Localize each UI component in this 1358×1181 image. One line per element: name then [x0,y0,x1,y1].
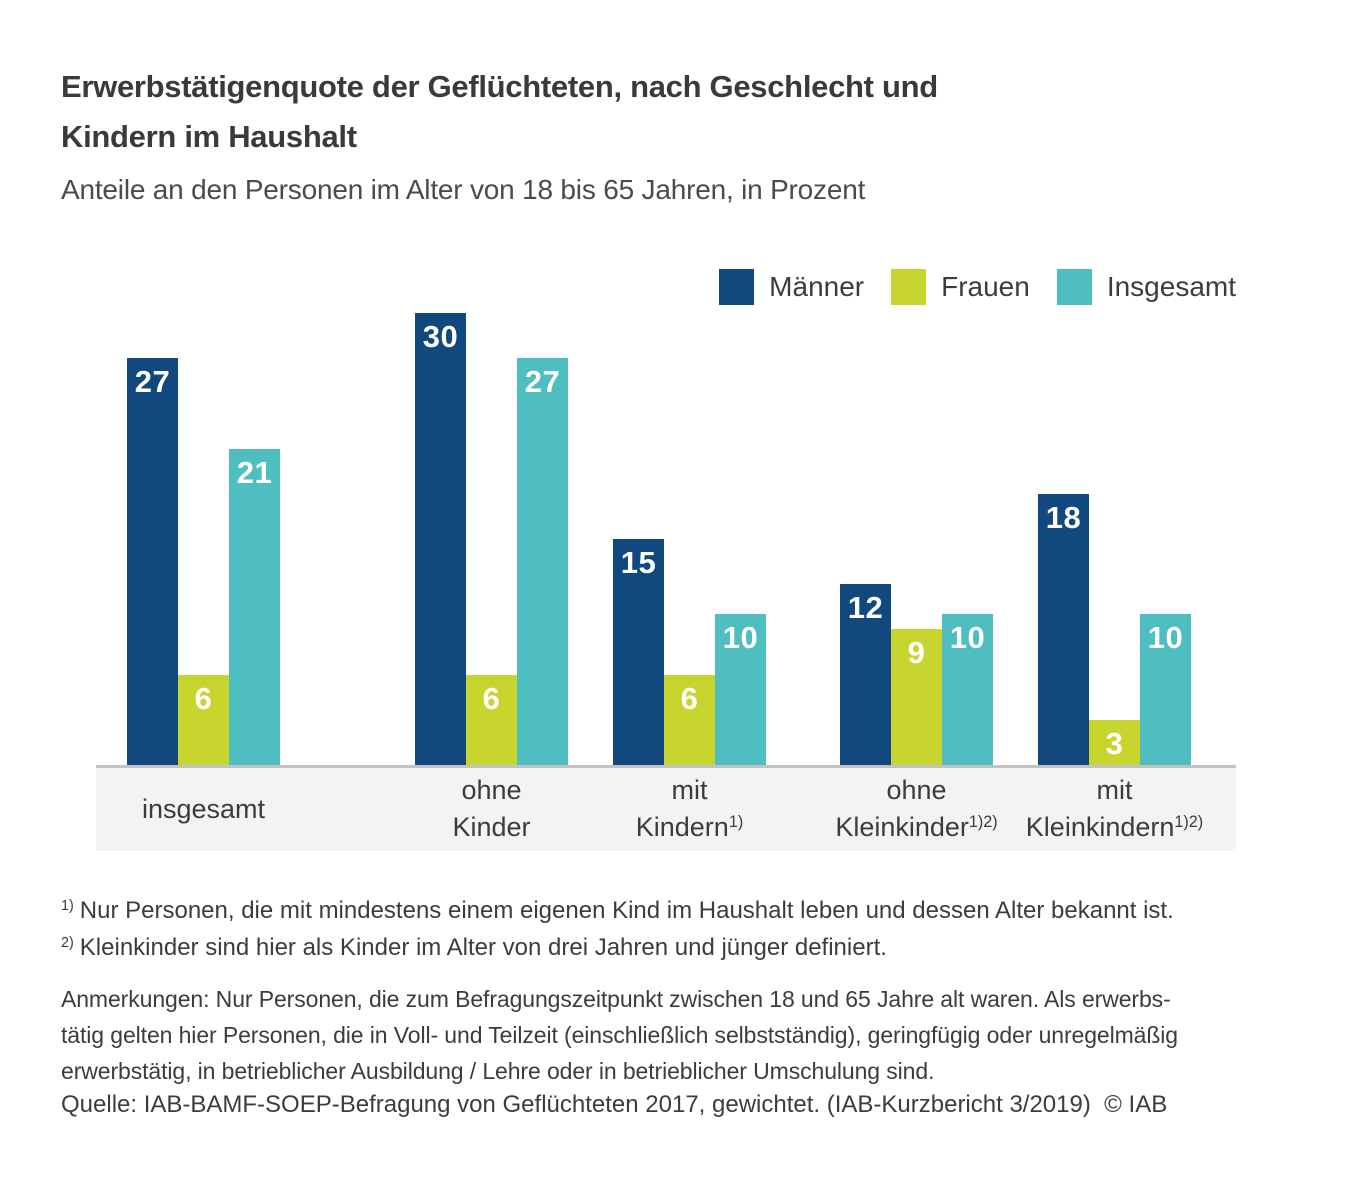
bar-insgesamt-3: 10 [715,614,766,765]
source-text: Quelle: IAB-BAMF-SOEP-Befragung von Gefl… [61,1091,1168,1118]
bar-insgesamt-2: 27 [517,358,568,765]
footnote-2-text: Kleinkinder sind hier als Kinder im Alte… [79,934,887,961]
category-label-4: ohne Kleinkinder1)2) [835,775,998,842]
legend-item-3: Insgesamt [1056,269,1236,305]
bar-frauen-2: 6 [466,675,517,765]
bar-value-label: 12 [847,590,884,625]
legend-item-2: Frauen [891,269,1030,305]
bar-männer-5: 18 [1038,494,1089,765]
chart-title: Erwerbstätigenquote der Geflüchteten, na… [61,69,938,154]
category-label-2: ohne Kinder [452,775,531,842]
legend-swatch [719,269,755,305]
bar-value-label: 10 [722,620,759,655]
bar-männer-3: 15 [613,539,664,765]
legend-item-1: Männer [719,269,864,305]
notes-text: Anmerkungen: Nur Personen, die zum Befra… [61,986,1178,1084]
bar-value-label: 15 [620,545,657,580]
footnote-2-marker: 2) [61,935,74,952]
bar-value-label: 6 [680,681,699,716]
legend: Männer Frauen Insgesamt [719,269,1236,305]
bar-value-label: 21 [236,455,273,490]
bar-value-label: 27 [134,364,171,399]
bar-value-label: 10 [949,620,986,655]
bar-insgesamt-1: 21 [229,449,280,765]
category-label-5: mit Kleinkindern1)2) [1025,775,1204,842]
bar-frauen-5: 3 [1089,720,1140,765]
legend-label: Männer [769,271,865,302]
bar-value-label: 30 [422,319,459,354]
bar-männer-4: 12 [840,584,891,765]
bar-value-label: 6 [482,681,501,716]
bar-value-label: 9 [907,635,926,670]
bar-frauen-3: 6 [664,675,715,765]
bar-value-label: 10 [1147,620,1184,655]
bar-männer-1: 27 [127,358,178,765]
x-axis-band [96,765,1236,851]
category-label-3: mit Kindern1) [635,775,744,842]
footnote-2: 2) Kleinkinder sind hier als Kinder im Al… [61,929,1174,966]
bar-insgesamt-4: 10 [942,614,993,765]
legend-swatch [1056,269,1092,305]
chart-subtitle: Anteile an den Personen im Alter von 18 … [61,174,866,205]
footnote-1-marker: 1) [61,898,74,915]
bar-insgesamt-5: 10 [1140,614,1191,765]
legend-label: Insgesamt [1106,271,1236,302]
category-label-1: insgesamt [141,794,266,824]
legend-label: Frauen [941,271,1030,302]
bar-frauen-1: 6 [178,675,229,765]
bar-value-label: 3 [1105,726,1124,761]
footnotes: 1) Nur Personen, die mit mindestens einem… [61,892,1174,966]
legend-swatch [891,269,927,305]
footnote-1-text: Nur Personen, die mit mindestens einem e… [79,897,1174,924]
bar-value-label: 27 [524,364,561,399]
bar-männer-2: 30 [415,313,466,765]
bar-value-label: 6 [194,681,213,716]
bar-value-label: 18 [1045,500,1082,535]
bar-frauen-4: 9 [891,629,942,765]
footnote-1: 1) Nur Personen, die mit mindestens einem… [61,892,1174,929]
